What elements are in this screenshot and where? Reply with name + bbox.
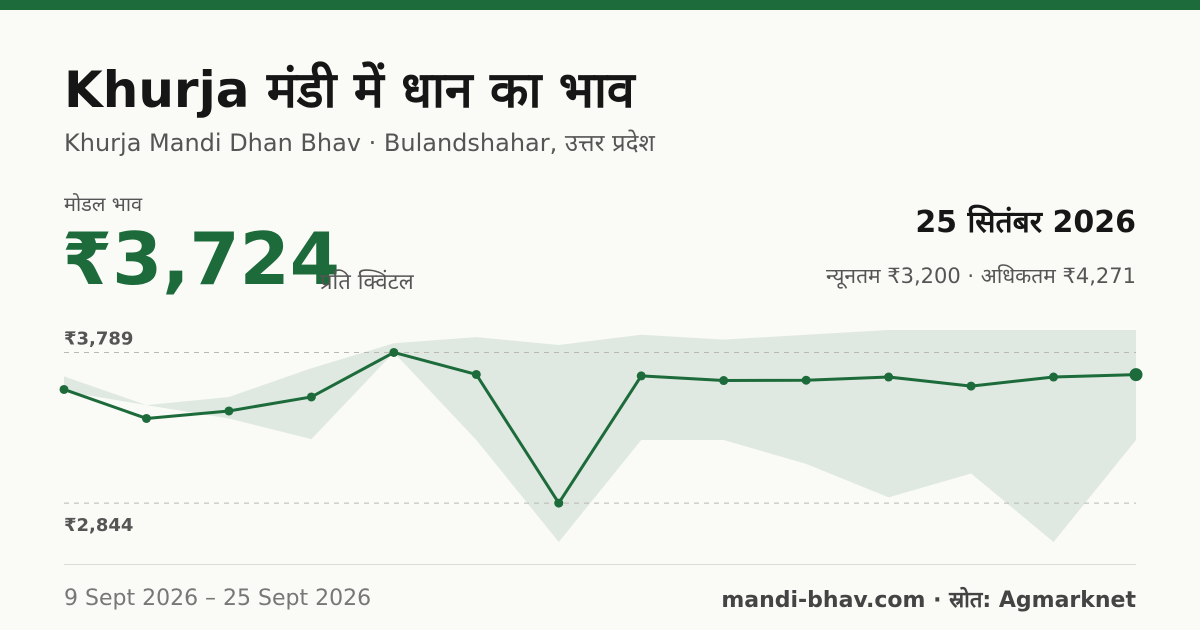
data-point bbox=[471, 369, 481, 379]
reference-label-upper: ₹3,789 bbox=[64, 328, 133, 349]
price-range-band bbox=[64, 330, 1136, 542]
data-point bbox=[141, 413, 151, 423]
data-point bbox=[554, 498, 564, 508]
page-title: Khurja मंडी में धान का भाव bbox=[64, 61, 635, 119]
data-point bbox=[801, 375, 811, 385]
data-point bbox=[966, 381, 976, 391]
data-point bbox=[636, 371, 646, 381]
price-date: 25 सितंबर 2026 bbox=[915, 205, 1136, 240]
source-credit: mandi-bhav.com · स्रोत: Agmarknet bbox=[721, 588, 1136, 613]
data-point bbox=[306, 392, 316, 402]
modal-price-label: मोडल भाव bbox=[64, 192, 143, 216]
modal-price-line bbox=[63, 350, 1137, 505]
top-accent-bar bbox=[0, 0, 1200, 10]
data-point bbox=[1049, 372, 1059, 382]
data-points bbox=[59, 347, 1143, 508]
footer-divider bbox=[64, 564, 1136, 565]
data-point bbox=[884, 372, 894, 382]
data-point bbox=[59, 384, 69, 394]
price-unit: प्रति क्विंटल bbox=[320, 270, 414, 295]
data-point bbox=[719, 376, 729, 386]
reference-label-lower: ₹2,844 bbox=[64, 515, 133, 536]
modal-price-value: ₹3,724 bbox=[62, 217, 340, 301]
data-point bbox=[224, 406, 234, 416]
data-point bbox=[1129, 368, 1143, 382]
min-max-range: न्यूनतम ₹3,200 · अधिकतम ₹4,271 bbox=[826, 264, 1136, 288]
page-subtitle: Khurja Mandi Dhan Bhav · Bulandshahar, उ… bbox=[64, 129, 655, 157]
data-point bbox=[389, 347, 399, 357]
date-range: 9 Sept 2026 – 25 Sept 2026 bbox=[64, 586, 372, 611]
